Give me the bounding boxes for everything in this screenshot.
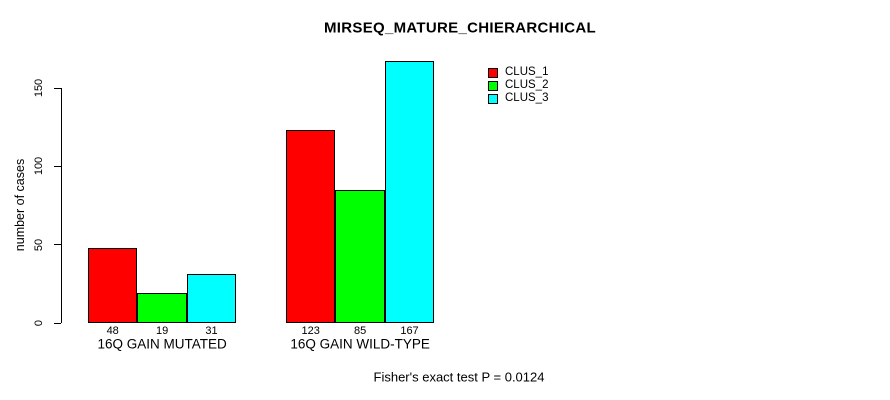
y-tick-mark [54,244,61,246]
y-tick-mark [54,87,61,89]
y-axis-line [61,88,62,323]
bar-value-label: 123 [301,325,320,337]
chart-title: MIRSEQ_MATURE_CHIERARCHICAL [324,19,596,37]
bar-value-label: 167 [400,325,419,337]
bar-value-label: 31 [205,325,218,337]
legend-swatch-cyan [488,93,498,104]
y-axis-title: number of cases [13,158,27,252]
legend-label: CLUS_2 [505,79,549,91]
legend: CLUS_1 CLUS_2 CLUS_3 [488,66,548,105]
group-label: 16Q GAIN MUTATED [97,336,227,352]
bar-clus_3-group2 [384,61,435,323]
bar-value-label: 48 [106,325,119,337]
bar-clus_1-group2 [286,130,336,323]
y-tick-label: 150 [33,78,45,98]
legend-item-clus3: CLUS_3 [488,92,548,105]
bar-value-label: 85 [353,325,367,337]
bar-clus_2-group1 [137,293,187,323]
legend-item-clus1: CLUS_1 [488,66,548,79]
group-label: 16Q GAIN WILD-TYPE [290,336,430,352]
legend-swatch-red [488,67,498,78]
bar-clus_1-group1 [88,247,138,323]
y-tick-mark [54,322,61,324]
legend-item-clus2: CLUS_2 [488,79,548,92]
y-tick-label: 0 [33,319,45,327]
bar-clus_2-group2 [335,189,385,323]
y-tick-label: 100 [33,157,45,176]
bar-value-label: 19 [155,325,169,337]
legend-label: CLUS_3 [505,92,549,104]
bar-clus_3-group1 [186,274,237,323]
legend-label: CLUS_1 [505,66,549,78]
fisher-test-annotation: Fisher's exact test P = 0.0124 [373,369,545,385]
y-tick-mark [54,165,61,167]
y-tick-label: 50 [33,238,45,251]
legend-swatch-green [488,80,498,91]
